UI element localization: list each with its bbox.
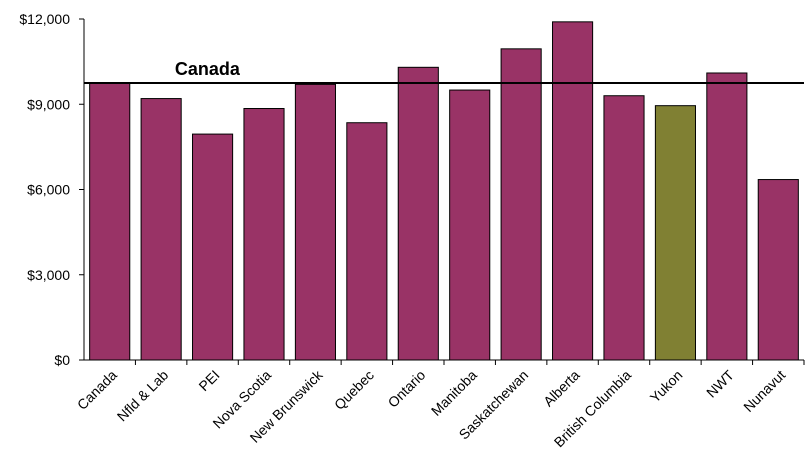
bar-quebec	[346, 122, 388, 361]
x-tick-label: Canada	[74, 367, 120, 413]
x-tick-label: Nfld & Lab	[114, 367, 172, 425]
x-tick-label: Yukon	[647, 367, 686, 406]
x-tick-label: NWT	[703, 367, 737, 401]
bar-manitoba	[449, 89, 491, 361]
bar-ontario	[397, 66, 439, 361]
x-tick-label: PEI	[195, 367, 222, 394]
y-tick-label: $6,000	[27, 182, 70, 198]
x-tick-label: Ontario	[385, 367, 429, 411]
y-axis: $0 $3,000 $6,000 $9,000 $12,000	[19, 11, 85, 368]
y-tick-label: $12,000	[19, 11, 70, 27]
x-tick-label: Manitoba	[428, 367, 480, 419]
bar-alberta	[552, 21, 594, 361]
x-tick-label: Quebec	[331, 367, 377, 413]
bar-nunavut	[757, 179, 799, 361]
bar-saskatchewan	[500, 48, 542, 361]
bars	[89, 21, 799, 361]
bar-nova-scotia	[243, 108, 285, 361]
y-tick-label: $9,000	[27, 96, 70, 112]
y-tick-label: $0	[54, 352, 70, 368]
reference-line-group: Canada	[84, 59, 804, 84]
x-tick-label: Alberta	[540, 367, 583, 410]
bar-yukon	[654, 105, 696, 361]
x-tick-label: Nunavut	[740, 367, 788, 415]
bar-canada	[89, 82, 131, 361]
bar-nfld-lab	[140, 98, 182, 361]
bar-new-brunswick	[294, 83, 336, 361]
bar-british-columbia	[603, 95, 645, 361]
bar-nwt	[706, 72, 748, 361]
bar-pei	[192, 133, 234, 361]
y-tick-label: $3,000	[27, 267, 70, 283]
reference-line-label: Canada	[175, 59, 241, 79]
